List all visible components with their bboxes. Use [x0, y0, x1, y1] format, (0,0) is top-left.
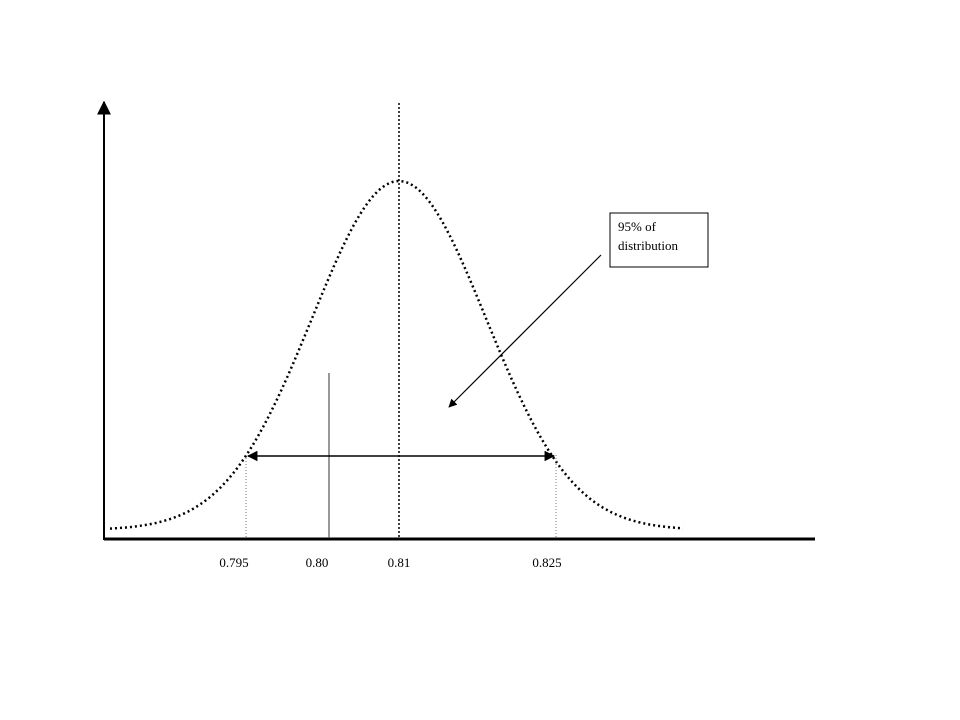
axis-label: 0.825	[532, 555, 561, 570]
annotation-text: distribution	[618, 238, 678, 253]
bell-curve	[109, 179, 684, 530]
annotation-text: 95% of	[618, 219, 657, 234]
axis-label: 0.795	[219, 555, 248, 570]
axis-label: 0.80	[306, 555, 329, 570]
annotation-arrow	[448, 254, 602, 408]
axis-label: 0.81	[388, 555, 411, 570]
annotation-box	[609, 212, 709, 268]
